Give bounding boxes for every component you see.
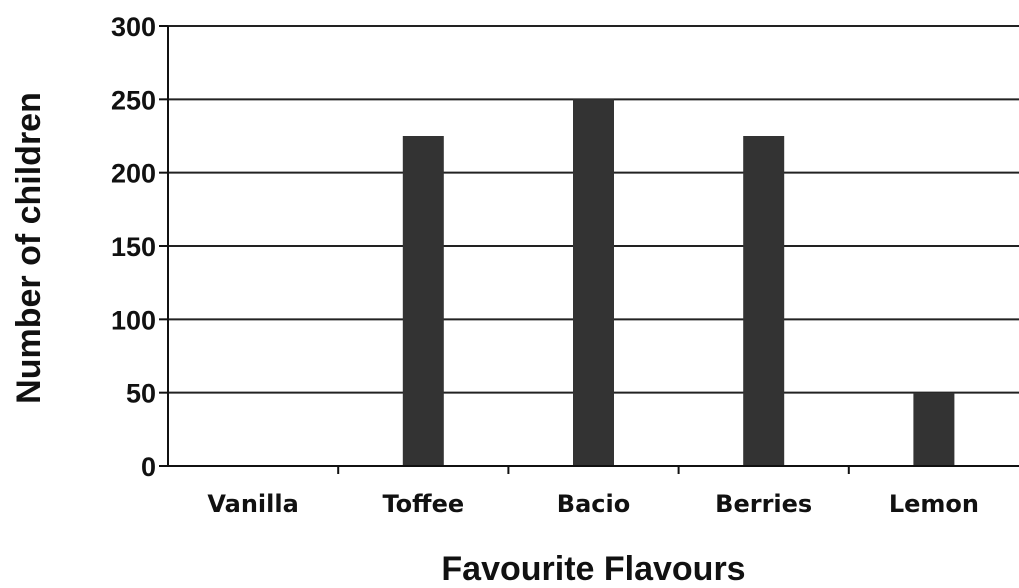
x-tick-label-berries: Berries xyxy=(715,490,812,518)
x-tick-label-lemon: Lemon xyxy=(889,490,979,518)
bar-berries xyxy=(743,136,784,466)
y-axis-title: Number of children xyxy=(10,92,48,404)
bar-bacio xyxy=(573,99,614,466)
y-tick-label-150: 150 xyxy=(111,232,156,262)
x-axis-title: Favourite Flavours xyxy=(441,550,745,588)
y-tick-label-0: 0 xyxy=(141,452,156,482)
x-tick-label-toffee: Toffee xyxy=(382,490,464,518)
x-tick-label-vanilla: Vanilla xyxy=(207,490,298,518)
y-tick-label-100: 100 xyxy=(111,305,156,335)
bar-lemon xyxy=(913,393,954,466)
y-tick-label-250: 250 xyxy=(111,85,156,115)
y-tick-label-200: 200 xyxy=(111,159,156,189)
x-tick-label-bacio: Bacio xyxy=(557,490,630,518)
y-tick-labels: 0 50 100 150 200 250 300 xyxy=(111,12,168,482)
y-tick-label-300: 300 xyxy=(111,12,156,42)
x-tick-labels: Vanilla Toffee Bacio Berries Lemon xyxy=(207,466,979,518)
y-tick-label-50: 50 xyxy=(126,379,156,409)
bar-toffee xyxy=(403,136,444,466)
bars xyxy=(403,99,955,466)
